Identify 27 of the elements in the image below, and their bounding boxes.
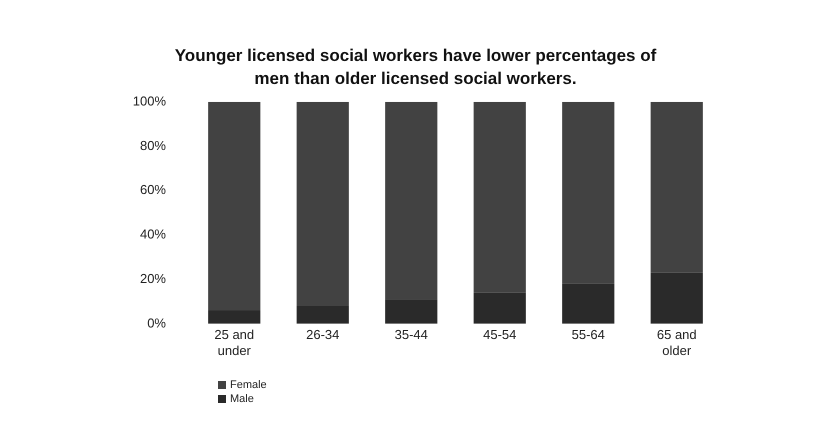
bar xyxy=(650,272,703,324)
y-tick-label: 80% xyxy=(140,138,166,153)
x-tick-label: 25 and under xyxy=(214,327,254,358)
y-tick-label: 0% xyxy=(147,315,166,330)
x-tick-label: 26-34 xyxy=(306,327,340,342)
bar xyxy=(385,299,438,324)
chart-title: Younger licensed social workers have lower percentages of men than older licensed social workers. xyxy=(174,46,657,88)
x-tick-label: 55-64 xyxy=(572,327,605,342)
x-tick-label: 35-44 xyxy=(394,327,428,342)
legend-label: Female xyxy=(230,379,267,392)
x-tick-label: 45-54 xyxy=(483,327,516,342)
y-tick-label: 100% xyxy=(132,93,166,108)
y-tick-label: 20% xyxy=(140,271,166,286)
y-tick-label: 60% xyxy=(140,182,166,198)
bar xyxy=(650,102,703,273)
y-tick-label: 40% xyxy=(140,226,166,242)
bar xyxy=(385,102,438,300)
legend-label: Male xyxy=(230,393,254,406)
bar xyxy=(474,292,526,324)
bar xyxy=(474,102,526,293)
bar xyxy=(296,306,349,324)
bar xyxy=(562,284,614,324)
x-tick-label: 65 and older xyxy=(656,327,697,358)
bar xyxy=(562,102,614,284)
bar xyxy=(296,102,349,306)
bar xyxy=(208,102,260,310)
bar xyxy=(208,310,260,324)
